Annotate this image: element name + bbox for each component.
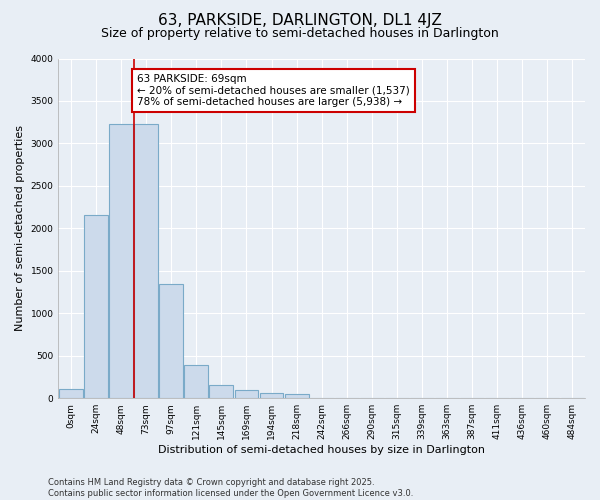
- Bar: [209, 384, 233, 398]
- Text: 63 PARKSIDE: 69sqm
← 20% of semi-detached houses are smaller (1,537)
78% of semi: 63 PARKSIDE: 69sqm ← 20% of semi-detache…: [137, 74, 410, 107]
- Text: Contains HM Land Registry data © Crown copyright and database right 2025.
Contai: Contains HM Land Registry data © Crown c…: [48, 478, 413, 498]
- Bar: [160, 284, 183, 398]
- Text: 63, PARKSIDE, DARLINGTON, DL1 4JZ: 63, PARKSIDE, DARLINGTON, DL1 4JZ: [158, 12, 442, 28]
- Text: Size of property relative to semi-detached houses in Darlington: Size of property relative to semi-detach…: [101, 28, 499, 40]
- Bar: [84, 215, 108, 398]
- Bar: [285, 394, 308, 398]
- Bar: [235, 390, 259, 398]
- Y-axis label: Number of semi-detached properties: Number of semi-detached properties: [15, 126, 25, 332]
- Bar: [109, 124, 133, 398]
- Bar: [134, 124, 158, 398]
- X-axis label: Distribution of semi-detached houses by size in Darlington: Distribution of semi-detached houses by …: [158, 445, 485, 455]
- Bar: [184, 365, 208, 398]
- Bar: [59, 389, 83, 398]
- Bar: [260, 393, 283, 398]
